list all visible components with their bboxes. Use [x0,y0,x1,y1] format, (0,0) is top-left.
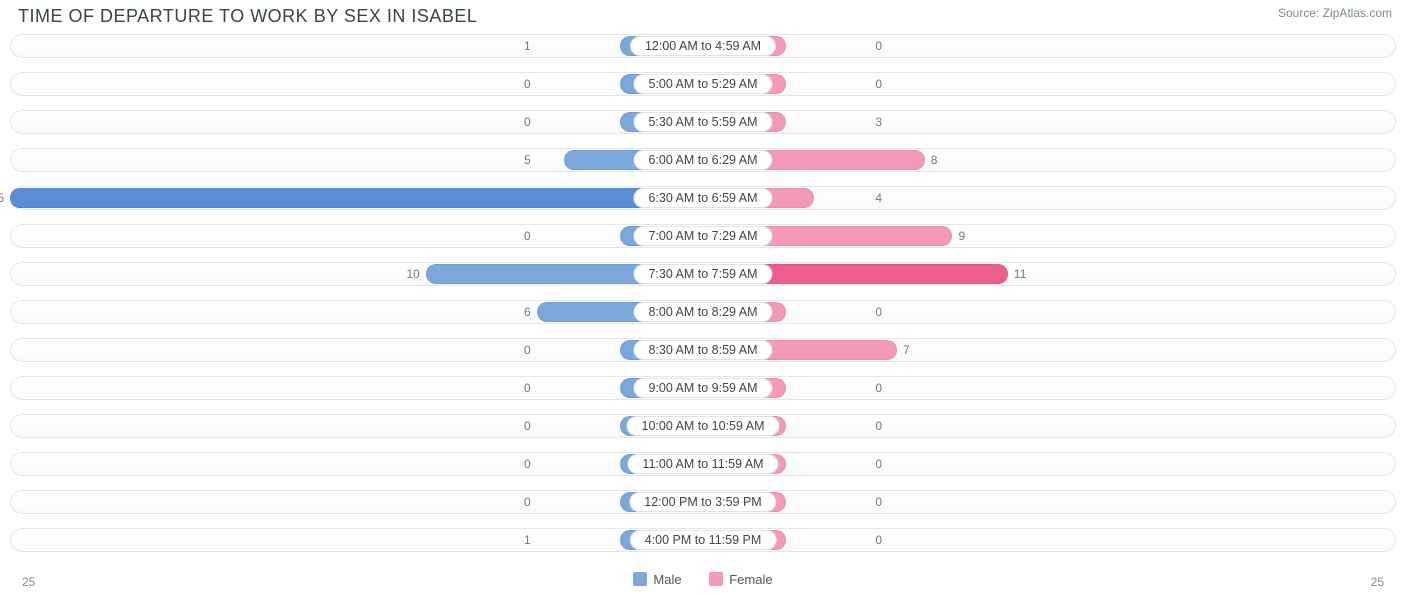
category-label: 8:30 AM to 8:59 AM [633,340,772,360]
legend: Male Female [0,572,1406,590]
female-value: 4 [875,188,882,208]
category-label: 6:00 AM to 6:29 AM [633,150,772,170]
chart-row: 10:00 AM to 10:59 AM 0 0 [10,410,1396,442]
legend-item-male: Male [633,572,681,587]
male-value: 5 [524,150,531,170]
chart-row: 12:00 AM to 4:59 AM 1 0 [10,30,1396,62]
female-value: 11 [1014,264,1026,284]
chart-row: 5:00 AM to 5:29 AM 0 0 [10,68,1396,100]
category-label: 5:00 AM to 5:29 AM [633,74,772,94]
male-value: 1 [524,36,531,56]
legend-label-male: Male [653,572,681,587]
female-value: 0 [875,36,882,56]
female-value: 0 [875,74,882,94]
diverging-bar-chart: 12:00 AM to 4:59 AM105:00 AM to 5:29 AM0… [10,30,1396,563]
axis-max-left: 25 [22,575,35,589]
female-value: 0 [875,378,882,398]
male-value: 0 [524,416,531,436]
male-value: 6 [524,302,531,322]
chart-row: 11:00 AM to 11:59 AM 0 0 [10,448,1396,480]
female-value: 9 [958,226,965,246]
chart-row: 9:00 AM to 9:59 AM 0 0 [10,372,1396,404]
category-label: 12:00 AM to 4:59 AM [630,36,776,56]
male-value: 1 [524,530,531,550]
chart-row: 4:00 PM to 11:59 PM 1 0 [10,524,1396,556]
male-value: 10 [406,264,419,284]
male-value: 0 [524,492,531,512]
female-value: 8 [931,150,938,170]
legend-item-female: Female [709,572,772,587]
chart-row: 6:30 AM to 6:59 AM254 [10,182,1396,214]
chart-row: 8:00 AM to 8:29 AM 6 0 [10,296,1396,328]
category-label: 7:00 AM to 7:29 AM [633,226,772,246]
category-label: 11:00 AM to 11:59 AM [627,454,778,474]
legend-label-female: Female [729,572,772,587]
male-value: 0 [524,454,531,474]
category-label: 12:00 PM to 3:59 PM [629,492,776,512]
female-value: 0 [875,492,882,512]
chart-row: 5:30 AM to 5:59 AM 0 3 [10,106,1396,138]
female-swatch [709,572,723,586]
chart-row: 12:00 PM to 3:59 PM 0 0 [10,486,1396,518]
female-value: 0 [875,416,882,436]
female-value: 0 [875,302,882,322]
category-label: 10:00 AM to 10:59 AM [627,416,780,436]
source-attribution: Source: ZipAtlas.com [1278,6,1392,20]
category-label: 7:30 AM to 7:59 AM [633,264,772,284]
female-value: 3 [875,112,882,132]
female-value: 7 [903,340,910,360]
category-label: 8:00 AM to 8:29 AM [633,302,772,322]
female-value: 0 [875,530,882,550]
category-label: 6:30 AM to 6:59 AM [633,188,772,208]
male-value: 0 [524,378,531,398]
chart-row: 6:00 AM to 6:29 AM 5 8 [10,144,1396,176]
male-bar [10,188,703,208]
category-label: 5:30 AM to 5:59 AM [633,112,772,132]
male-value: 25 [0,188,4,208]
category-label: 4:00 PM to 11:59 PM [630,530,777,550]
male-value: 0 [524,226,531,246]
chart-row: 7:30 AM to 7:59 AM 10 11 [10,258,1396,290]
male-value: 0 [524,112,531,132]
chart-title: TIME OF DEPARTURE TO WORK BY SEX IN ISAB… [18,6,477,27]
chart-row: 7:00 AM to 7:29 AM 0 9 [10,220,1396,252]
chart-row: 8:30 AM to 8:59 AM 0 7 [10,334,1396,366]
male-swatch [633,572,647,586]
female-value: 0 [875,454,882,474]
category-label: 9:00 AM to 9:59 AM [633,378,772,398]
axis-max-right: 25 [1371,575,1384,589]
male-value: 0 [524,74,531,94]
male-value: 0 [524,340,531,360]
